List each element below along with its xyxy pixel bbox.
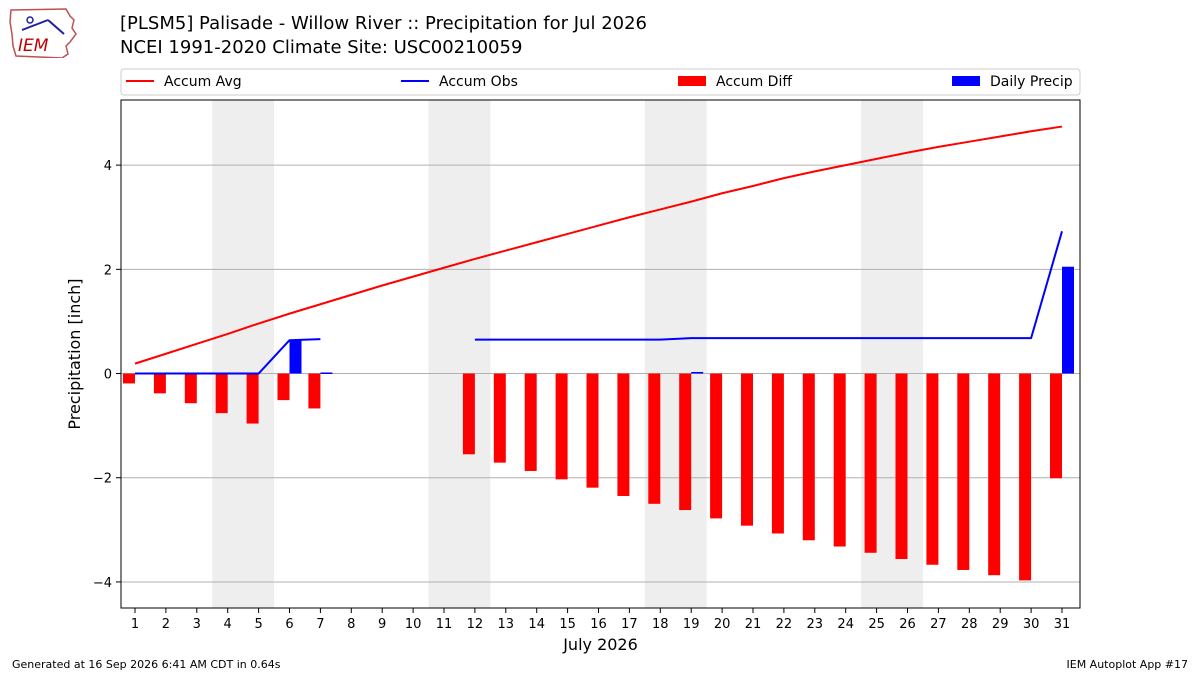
x-tick-label-13: 13 [498,617,515,632]
weekend-band-1 [212,100,275,608]
accum-obs-line-segment-1 [135,338,321,375]
legend-swatch-accum-diff [678,76,706,86]
y-tick-label-2: 2 [104,263,112,278]
x-tick-label-26: 26 [899,617,916,632]
accum-diff-bar-day-15 [555,373,568,480]
accum-diff-bar-day-27 [926,373,939,565]
legend-label-daily-precip: Daily Precip [990,74,1073,90]
accum-avg-line-segment-1 [134,125,1063,365]
x-tick-label-22: 22 [776,617,793,632]
accum-diff-bar-day-12 [462,373,475,455]
legend: Accum Avg Accum Obs Accum Diff Daily Precip [120,68,1081,96]
iem-logo: IEM [9,8,77,58]
x-tick-label-21: 21 [745,617,762,632]
accum-diff-bar-day-25 [864,373,877,553]
accum-diff-bar-day-19 [679,373,692,511]
y-tick-label-4: 4 [104,159,112,174]
accum-obs-line-segment-2 [474,231,1063,341]
x-tick-label-7: 7 [316,617,324,632]
accum-diff-bar-day-4 [215,373,228,414]
daily-precip-bar-day-7 [320,372,333,374]
accum-diff-bar-day-17 [617,373,630,496]
x-tick-label-14: 14 [528,617,545,632]
legend-label-accum-obs: Accum Obs [439,74,518,90]
x-tick-label-31: 31 [1054,617,1071,632]
x-axis-label: July 2026 [562,635,638,654]
y-tick-label--4: −4 [93,576,112,591]
x-tick-label-4: 4 [224,617,232,632]
x-tick-label-25: 25 [868,617,885,632]
accum-diff-bar-day-6 [277,373,290,401]
weekend-band-3 [644,100,707,608]
x-tick-label-2: 2 [162,617,170,632]
chart-title: [PLSM5] Palisade - Willow River :: Preci… [120,13,648,34]
legend-label-accum-diff: Accum Diff [716,74,792,90]
x-tick-label-23: 23 [807,617,824,632]
accum-diff-bar-day-31 [1050,373,1062,479]
x-tick-label-9: 9 [378,617,386,632]
x-tick-label-28: 28 [961,617,978,632]
x-tick-label-19: 19 [683,617,700,632]
accum-diff-bar-day-23 [802,373,815,541]
x-tick-label-11: 11 [436,617,453,632]
y-tick-label-0: 0 [104,368,112,383]
app-credit: IEM Autoplot App #17 [1066,658,1189,671]
logo-text: IEM [18,36,49,56]
x-tick-label-24: 24 [837,617,854,632]
x-tick-label-20: 20 [714,617,731,632]
accum-diff-bar-day-5 [246,373,259,424]
accum-diff-bar-day-3 [184,373,197,404]
x-tick-label-27: 27 [930,617,947,632]
accum-diff-bar-day-21 [741,373,753,526]
daily-precip-bar-day-19 [691,371,704,374]
y-tick-label--2: −2 [93,472,112,487]
accum-diff-bar-day-14 [524,373,537,471]
accum-diff-bar-day-1 [123,373,135,384]
x-tick-label-6: 6 [285,617,293,632]
x-tick-label-30: 30 [1023,617,1040,632]
daily-precip-bar-day-6 [289,340,302,374]
accum-diff-bar-day-28 [957,373,970,570]
legend-label-accum-avg: Accum Avg [164,74,242,90]
accum-diff-bar-day-7 [308,373,321,409]
accum-diff-bar-day-16 [586,373,599,488]
x-tick-label-17: 17 [621,617,638,632]
legend-swatch-daily-precip [952,76,980,86]
chart-subtitle: NCEI 1991-2020 Climate Site: USC00210059 [120,37,523,58]
accum-diff-bar-day-26 [895,373,908,560]
x-tick-label-29: 29 [992,617,1009,632]
x-tick-label-10: 10 [405,617,422,632]
x-tick-label-1: 1 [131,617,139,632]
accum-diff-bar-day-29 [988,373,1001,576]
accum-diff-bar-day-22 [771,373,784,534]
accum-diff-bar-day-24 [833,373,846,547]
plot-frame [120,99,1081,609]
generated-timestamp: Generated at 16 Sep 2026 6:41 AM CDT in … [12,658,281,671]
legend-frame [120,68,1081,96]
accum-diff-bar-day-20 [710,373,723,519]
daily-precip-bar-day-31 [1062,266,1074,374]
accum-diff-bar-day-2 [153,373,166,394]
x-tick-label-15: 15 [559,617,576,632]
x-tick-label-5: 5 [254,617,262,632]
accum-diff-bar-day-30 [1019,373,1032,581]
weekend-band-2 [428,100,491,608]
accum-diff-bar-day-13 [493,373,506,463]
x-tick-label-3: 3 [193,617,201,632]
iowa-outline-icon [9,8,77,58]
x-tick-label-16: 16 [590,617,607,632]
y-axis-label: Precipitation [inch] [65,278,84,429]
x-tick-label-18: 18 [652,617,669,632]
accum-diff-bar-day-18 [648,373,661,504]
x-tick-label-8: 8 [347,617,355,632]
x-tick-label-12: 12 [467,617,484,632]
